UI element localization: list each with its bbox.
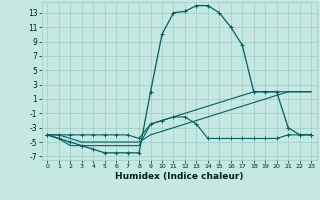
X-axis label: Humidex (Indice chaleur): Humidex (Indice chaleur) xyxy=(115,172,244,181)
